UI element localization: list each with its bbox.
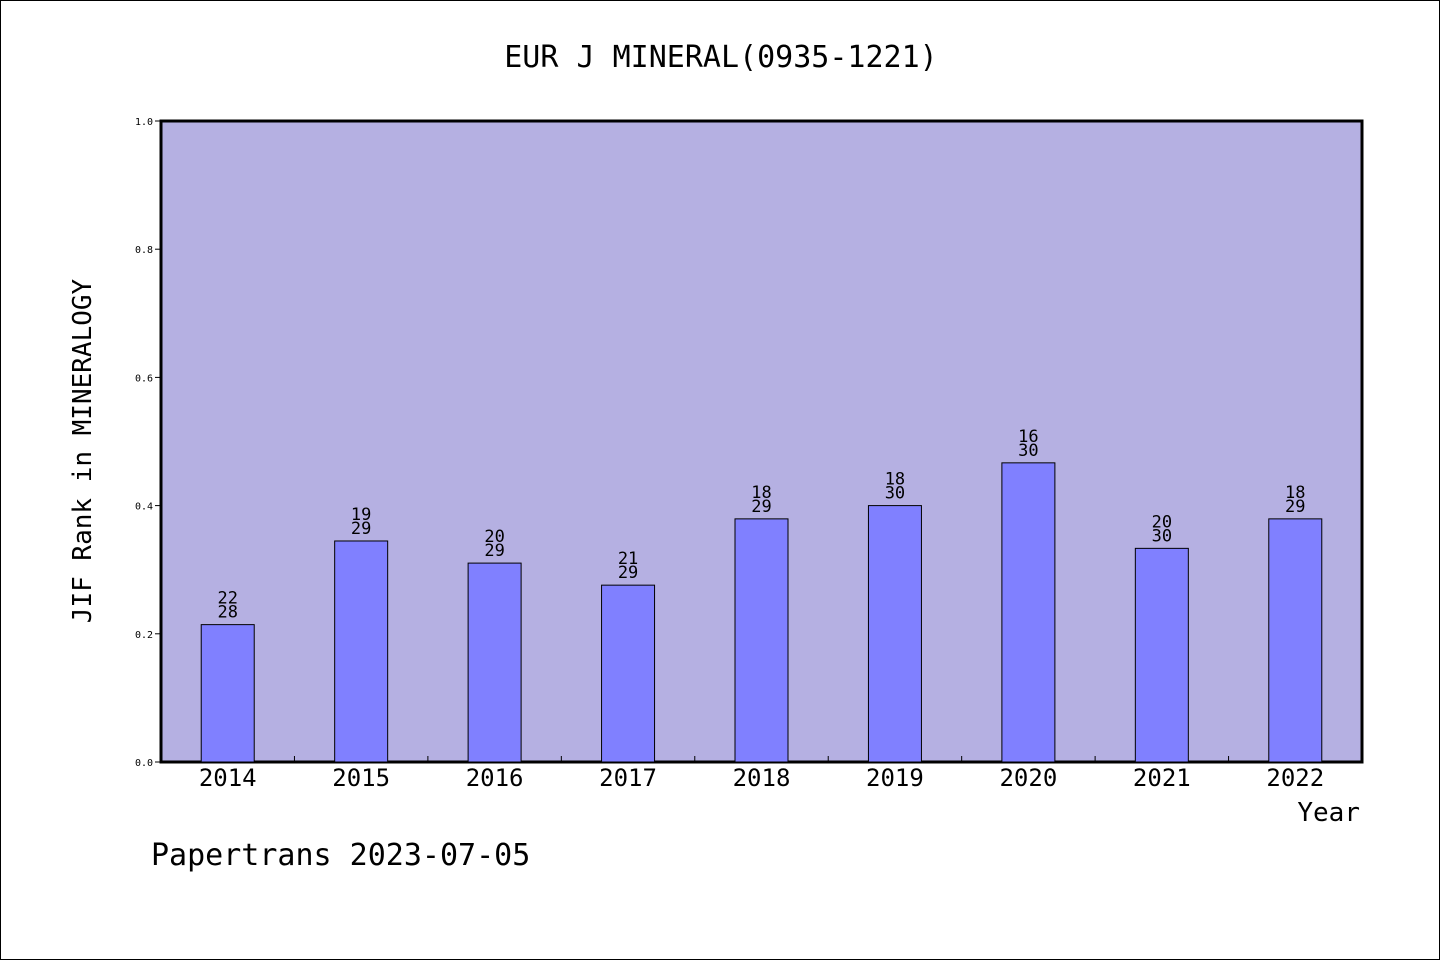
bar-label-total: 28 — [217, 603, 237, 623]
bar-label-total: 30 — [1152, 526, 1172, 546]
bar-2015 — [334, 540, 389, 763]
bar-label-total: 30 — [1018, 441, 1038, 461]
bar-label-rank: 20 — [1152, 512, 1172, 532]
chart-title: EUR J MINERAL(0935-1221) — [504, 40, 937, 75]
bar-2018 — [734, 518, 789, 763]
bar-2019 — [867, 505, 922, 763]
x-tick-label: 2017 — [599, 764, 657, 792]
x-tick-label: 2021 — [1133, 764, 1191, 792]
bar-2020 — [1001, 462, 1056, 763]
bar-label-total: 29 — [484, 541, 504, 561]
bar-label-total: 30 — [885, 484, 905, 504]
x-tick-label: 2020 — [999, 764, 1057, 792]
y-tick-label: 1.0 — [135, 117, 153, 128]
bar-label-rank: 21 — [618, 549, 638, 569]
x-tick-label: 2014 — [199, 764, 257, 792]
bar-label-rank: 20 — [484, 527, 504, 547]
bar-label-total: 29 — [618, 563, 638, 583]
x-tick-label: 2018 — [733, 764, 791, 792]
bar-2017 — [601, 584, 656, 763]
bar-label-total: 29 — [751, 497, 771, 517]
footer-text: Papertrans 2023-07-05 — [151, 838, 530, 873]
bar-2021 — [1134, 547, 1189, 763]
x-axis-label: Year — [1297, 798, 1360, 828]
bar-2016 — [467, 562, 522, 763]
bar-label-rank: 16 — [1018, 427, 1038, 447]
bar-label-rank: 18 — [1285, 483, 1305, 503]
y-tick-label: 0.4 — [135, 502, 153, 513]
y-tick-label: 0.0 — [135, 758, 153, 769]
y-tick-label: 0.6 — [135, 373, 153, 384]
x-axis: 2014 2015 2016 2017 2018 2019 2020 2021 2022 — [199, 756, 1324, 792]
y-axis-label: JIF Rank in MINERALOGY — [68, 278, 98, 623]
bar-2014 — [200, 624, 255, 763]
bar-label-rank: 19 — [351, 505, 371, 525]
x-tick-label: 2022 — [1266, 764, 1324, 792]
bar-label-rank: 18 — [751, 483, 771, 503]
x-tick-label: 2016 — [466, 764, 524, 792]
x-tick-label: 2019 — [866, 764, 924, 792]
bar-label-rank: 18 — [885, 470, 905, 490]
bar-label-total: 29 — [1285, 497, 1305, 517]
y-tick-label: 0.8 — [135, 245, 153, 256]
x-tick-label: 2015 — [332, 764, 390, 792]
y-axis: 0.0 0.2 0.4 0.6 0.8 1.0 — [135, 117, 161, 769]
bar-label-total: 29 — [351, 519, 371, 539]
bar-label-rank: 22 — [217, 589, 237, 609]
bar-2022 — [1268, 518, 1323, 763]
y-tick-label: 0.2 — [135, 630, 153, 641]
